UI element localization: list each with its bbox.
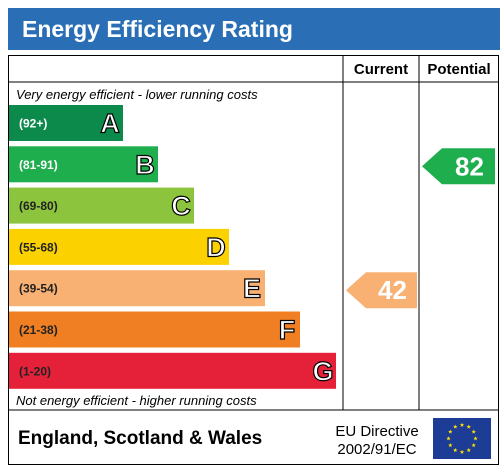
band-range-e: (39-54): [19, 282, 58, 296]
band-a: (92+) A: [9, 105, 123, 141]
rating-markers: 42 82: [346, 148, 495, 309]
current-rating-arrow: [346, 272, 417, 309]
band-letter-c: C: [171, 191, 191, 221]
directive-line2: 2002/91/EC: [337, 441, 416, 458]
current-rating-value: 42: [378, 275, 407, 305]
band-bar-g: [9, 352, 336, 389]
top-caption: Very energy efficient - lower running co…: [16, 87, 258, 102]
page-title: Energy Efficiency Rating: [8, 8, 500, 50]
band-bar-c: [9, 187, 194, 224]
band-g: (1-20) G: [9, 352, 336, 389]
potential-rating-arrow: [422, 148, 495, 185]
rating-bands: (92+) A (81-91) B (69-80) C (55-68) D (39-54) E (2…: [9, 105, 336, 389]
band-letter-f: F: [279, 315, 296, 345]
band-bar-e: [9, 270, 265, 307]
band-bar-f: [9, 311, 300, 348]
footer-region: England, Scotland & Wales: [18, 428, 262, 449]
directive-line1: EU Directive: [335, 423, 418, 440]
band-b: (81-91) B: [9, 146, 158, 183]
band-range-g: (1-20): [19, 364, 51, 378]
eu-star-icon: [446, 436, 451, 441]
chart-border: [8, 55, 499, 465]
eu-star-icon: [459, 449, 465, 454]
eu-star-icon: [448, 442, 453, 448]
band-letter-a: A: [100, 109, 120, 139]
band-letter-d: D: [206, 232, 226, 262]
band-letter-e: E: [243, 274, 261, 304]
eu-star-icon: [448, 429, 453, 434]
band-c: (69-80) C: [9, 187, 194, 224]
eu-star-icon: [471, 442, 476, 448]
eu-flag-icon: [433, 418, 491, 459]
band-range-f: (21-38): [19, 323, 58, 337]
eu-star-icon: [473, 436, 478, 441]
eu-star-icon: [453, 447, 458, 453]
rating-chart-svg: Current Potential Very energy efficient …: [8, 55, 499, 465]
band-bar-a: [9, 105, 123, 141]
band-range-d: (55-68): [19, 240, 58, 254]
potential-rating-marker: 82: [422, 148, 495, 185]
band-letter-g: G: [312, 356, 333, 386]
eu-star-icon: [466, 424, 471, 429]
rating-chart: Current Potential Very energy efficient …: [8, 55, 499, 465]
band-f: (21-38) F: [9, 311, 300, 348]
column-header-potential: Potential: [427, 61, 490, 78]
band-letter-b: B: [135, 150, 155, 180]
band-d: (55-68) D: [9, 228, 229, 265]
column-header-current: Current: [354, 61, 408, 78]
band-bar-d: [9, 228, 229, 265]
eu-star-icon: [453, 424, 458, 429]
eu-star-icon: [459, 422, 465, 427]
eu-star-icon: [471, 429, 476, 434]
bottom-caption: Not energy efficient - higher running co…: [16, 393, 257, 408]
band-e: (39-54) E: [9, 270, 265, 307]
band-range-c: (69-80): [19, 199, 58, 213]
potential-rating-value: 82: [455, 151, 484, 181]
band-range-a: (92+): [19, 117, 47, 131]
band-bar-b: [9, 146, 158, 183]
eu-star-icon: [466, 447, 471, 453]
band-range-b: (81-91): [19, 158, 58, 172]
current-rating-marker: 42: [346, 272, 417, 309]
